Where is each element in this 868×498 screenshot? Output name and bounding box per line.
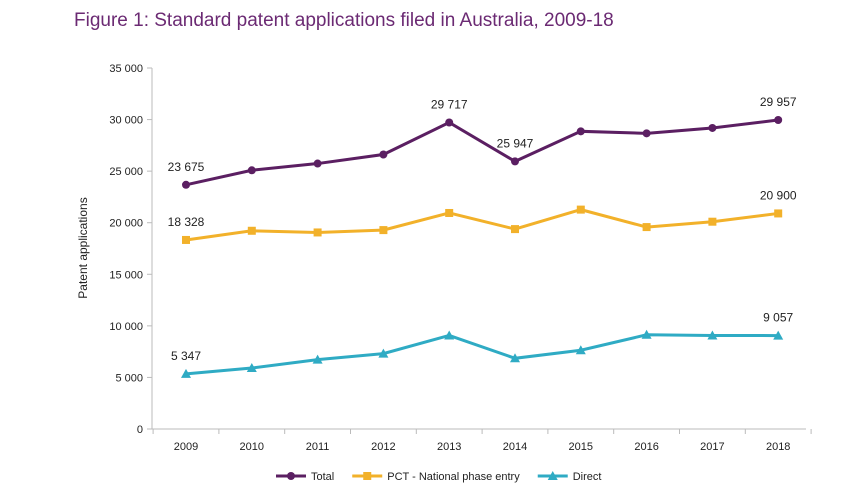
data-point — [312, 354, 323, 364]
data-point — [511, 225, 519, 234]
data-point — [246, 363, 257, 373]
y-tick-label: 10 000 — [109, 321, 143, 333]
y-tick-label: 30 000 — [109, 115, 143, 127]
series-line-direct — [185, 333, 779, 376]
data-label: 9 057 — [763, 311, 793, 325]
x-tick-label: 2016 — [634, 441, 658, 453]
series-line-total — [185, 118, 779, 187]
x-tick-label: 2010 — [240, 441, 264, 453]
x-tick-label: 2013 — [437, 441, 461, 453]
data-point — [379, 150, 388, 159]
data-point — [444, 330, 455, 340]
data-point — [445, 118, 454, 127]
x-tick-label: 2017 — [700, 441, 724, 453]
legend-label: PCT - National phase entry — [387, 471, 520, 483]
data-point — [576, 127, 585, 136]
legend-marker — [547, 471, 558, 480]
legend-label: Direct — [573, 471, 602, 483]
data-point — [379, 226, 388, 235]
x-tick-label: 2015 — [569, 441, 593, 453]
y-tick-label: 20 000 — [109, 218, 143, 230]
data-point — [642, 223, 651, 232]
legend-label: Total — [311, 471, 334, 483]
data-point — [313, 159, 322, 168]
data-point — [773, 330, 784, 340]
x-tick-label: 2009 — [174, 441, 198, 453]
legend-marker — [363, 472, 372, 480]
data-point — [774, 116, 783, 125]
y-tick-label: 0 — [137, 424, 143, 436]
x-tick-label: 2014 — [503, 441, 527, 453]
data-label: 25 947 — [497, 136, 534, 150]
data-label: 5 347 — [171, 349, 201, 363]
y-tick-label: 35 000 — [109, 63, 143, 75]
y-tick-label: 25 000 — [109, 166, 143, 178]
data-point — [511, 157, 519, 166]
legend-marker — [287, 472, 295, 480]
chart-title: Figure 1: Standard patent applications f… — [74, 10, 614, 31]
data-point — [774, 209, 783, 218]
x-tick-label: 2018 — [766, 441, 790, 453]
y-axis-label: Patent applications — [76, 197, 90, 298]
data-point — [247, 166, 256, 175]
series-line-pct-national-phase-entry — [185, 208, 779, 242]
data-point — [510, 353, 520, 363]
data-point — [247, 226, 256, 235]
data-label: 29 957 — [760, 95, 797, 109]
data-label: 18 328 — [168, 215, 205, 229]
x-tick-label: 2011 — [306, 441, 330, 453]
y-tick-label: 5 000 — [115, 372, 143, 384]
data-point — [642, 129, 651, 138]
data-point — [181, 368, 191, 378]
data-label: 20 900 — [760, 188, 797, 202]
data-point — [445, 208, 454, 217]
x-tick-label: 2012 — [371, 441, 395, 453]
data-point — [182, 180, 190, 189]
data-point — [708, 123, 717, 132]
data-label: 23 675 — [168, 160, 205, 174]
data-point — [182, 235, 190, 244]
data-point — [313, 228, 322, 237]
data-point — [641, 329, 652, 339]
data-point — [576, 205, 585, 214]
y-tick-label: 15 000 — [109, 269, 143, 281]
data-point — [708, 217, 717, 226]
data-point — [378, 348, 389, 358]
data-point — [575, 345, 586, 355]
data-label: 29 717 — [431, 97, 468, 111]
data-point — [707, 330, 718, 340]
